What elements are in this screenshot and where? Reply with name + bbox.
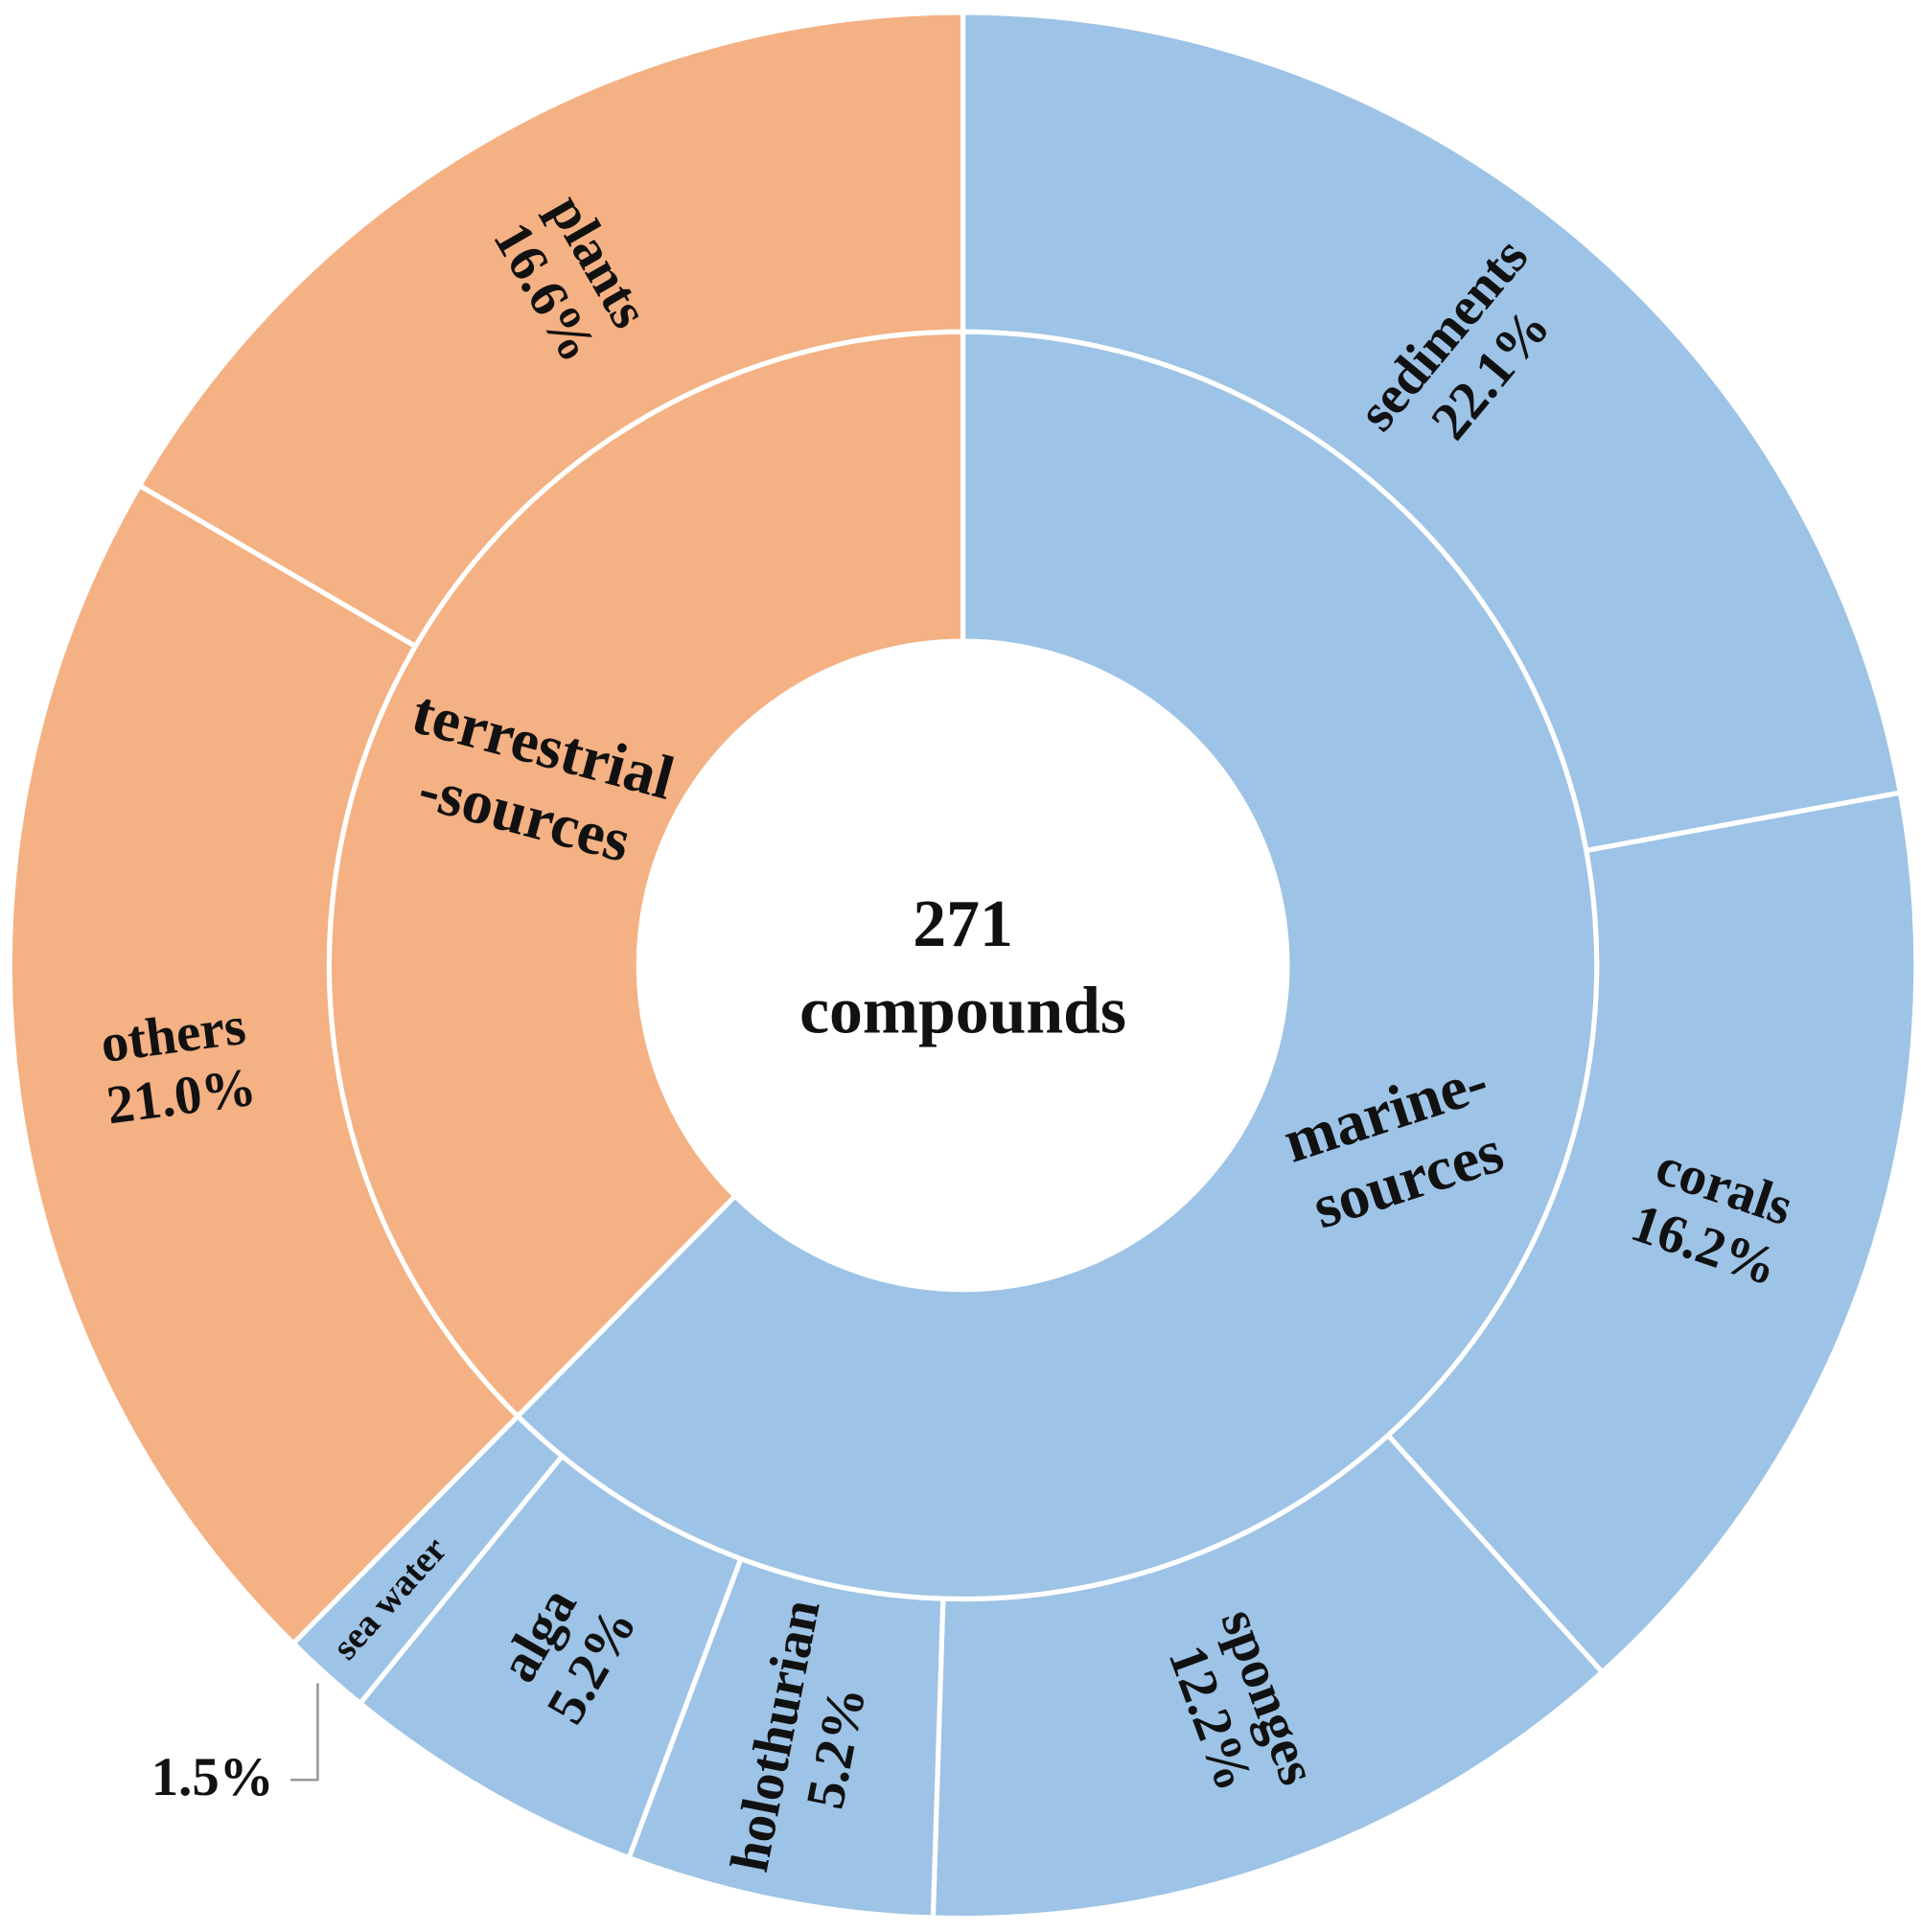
inner-segment — [514, 329, 1600, 1602]
leader-line — [290, 1683, 319, 1782]
inner-segment — [326, 329, 966, 1420]
center-label: compounds — [799, 975, 1126, 1048]
center-label: 271 — [913, 887, 1013, 961]
segment-value: 1.5% — [151, 1747, 274, 1807]
